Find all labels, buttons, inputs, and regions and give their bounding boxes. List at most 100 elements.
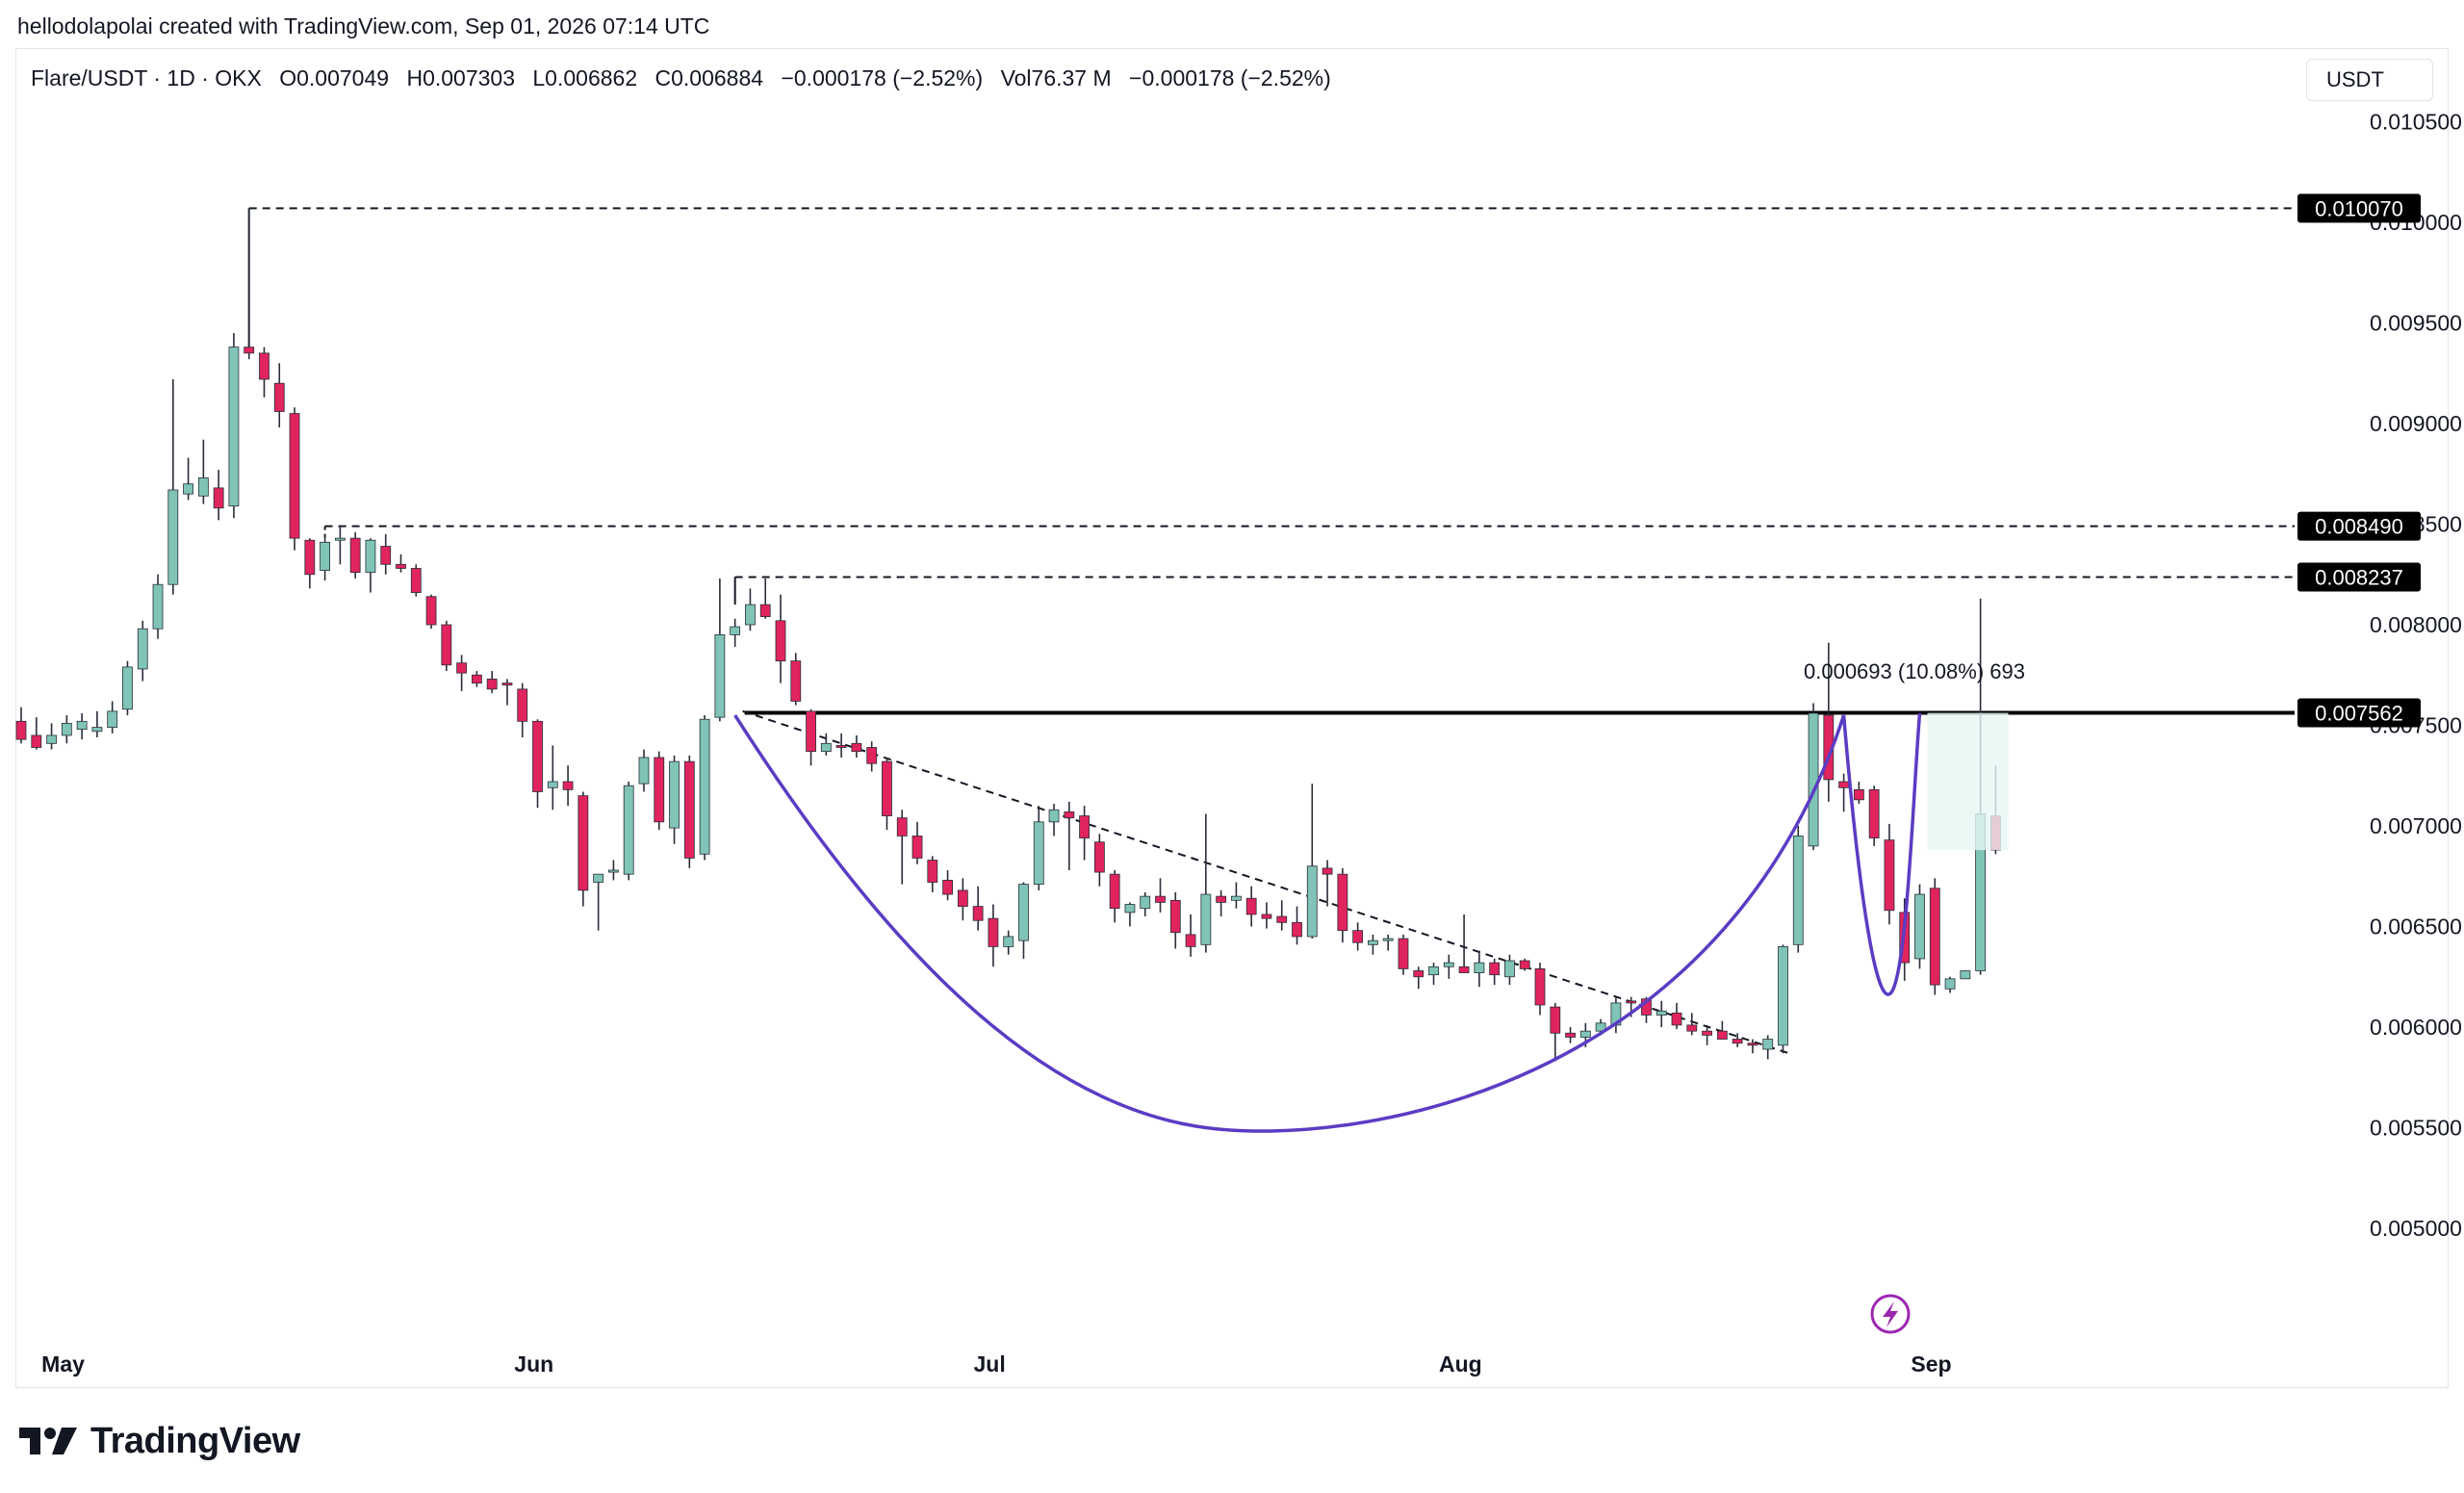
candle[interactable] bbox=[699, 715, 710, 861]
candle[interactable] bbox=[578, 791, 589, 907]
candle[interactable] bbox=[1003, 930, 1014, 955]
candle[interactable] bbox=[608, 860, 619, 881]
candle[interactable] bbox=[1140, 891, 1151, 917]
candle[interactable] bbox=[730, 618, 741, 647]
candle[interactable] bbox=[1185, 914, 1196, 957]
candle[interactable] bbox=[456, 655, 468, 691]
candle[interactable] bbox=[593, 873, 604, 931]
candle[interactable] bbox=[501, 679, 513, 706]
candle[interactable] bbox=[137, 620, 148, 682]
tradingview-logo[interactable]: TradingView bbox=[19, 1419, 300, 1463]
candle[interactable] bbox=[1306, 784, 1318, 940]
candle[interactable] bbox=[1884, 823, 1895, 925]
candle[interactable] bbox=[15, 707, 27, 744]
candle[interactable] bbox=[1322, 860, 1333, 907]
candle[interactable] bbox=[942, 869, 953, 901]
candle[interactable] bbox=[197, 439, 209, 504]
candle[interactable] bbox=[790, 653, 802, 706]
candle[interactable] bbox=[244, 208, 255, 360]
candle[interactable] bbox=[988, 904, 999, 967]
candle[interactable] bbox=[61, 715, 72, 744]
handle-curve[interactable] bbox=[1841, 712, 1922, 996]
candle[interactable] bbox=[228, 332, 240, 519]
candle[interactable] bbox=[806, 708, 816, 766]
candle[interactable] bbox=[320, 533, 331, 581]
candle[interactable] bbox=[820, 733, 832, 756]
candle[interactable] bbox=[1778, 944, 1788, 1054]
candle[interactable] bbox=[745, 588, 756, 631]
candle[interactable] bbox=[46, 723, 57, 750]
candle[interactable] bbox=[1368, 934, 1378, 955]
candle[interactable] bbox=[759, 578, 771, 619]
candle[interactable] bbox=[1124, 902, 1136, 927]
candle[interactable] bbox=[304, 538, 316, 589]
candle[interactable] bbox=[380, 533, 392, 575]
candle[interactable] bbox=[1838, 773, 1849, 812]
candle[interactable] bbox=[167, 379, 179, 595]
candle[interactable] bbox=[532, 719, 543, 809]
candle[interactable] bbox=[213, 470, 224, 521]
candle[interactable] bbox=[654, 751, 665, 831]
candle[interactable] bbox=[911, 821, 923, 864]
candle[interactable] bbox=[638, 749, 650, 792]
candle[interactable] bbox=[1504, 954, 1515, 986]
candle[interactable] bbox=[91, 710, 103, 738]
candle[interactable] bbox=[714, 578, 726, 722]
candle[interactable] bbox=[927, 856, 938, 892]
candle[interactable] bbox=[1048, 804, 1060, 837]
candle[interactable] bbox=[683, 755, 695, 868]
candle[interactable] bbox=[1155, 878, 1166, 913]
candle[interactable] bbox=[972, 886, 984, 931]
candle[interactable] bbox=[1216, 889, 1227, 917]
candle[interactable] bbox=[835, 733, 847, 758]
candle[interactable] bbox=[866, 741, 878, 772]
candle[interactable] bbox=[122, 660, 133, 716]
candle[interactable] bbox=[1671, 1002, 1682, 1030]
candle[interactable] bbox=[349, 531, 361, 579]
candle[interactable] bbox=[1398, 934, 1409, 975]
candle[interactable] bbox=[1565, 1027, 1576, 1043]
lightning-icon[interactable] bbox=[1870, 1294, 1911, 1334]
candle[interactable] bbox=[441, 620, 452, 672]
candle[interactable] bbox=[623, 782, 634, 881]
candle[interactable] bbox=[1732, 1033, 1743, 1047]
candle[interactable] bbox=[1292, 906, 1302, 945]
candle[interactable] bbox=[547, 745, 558, 811]
candle[interactable] bbox=[1944, 976, 1956, 993]
candle[interactable] bbox=[896, 810, 908, 885]
candle[interactable] bbox=[1656, 1000, 1667, 1027]
symbol-label[interactable]: Flare/USDT · 1D · OKX bbox=[31, 65, 262, 90]
candle[interactable] bbox=[1534, 963, 1546, 1016]
candle[interactable] bbox=[517, 682, 528, 738]
candle[interactable] bbox=[289, 407, 300, 551]
candle[interactable] bbox=[1245, 886, 1257, 927]
candle[interactable] bbox=[1853, 782, 1864, 805]
candle[interactable] bbox=[1474, 950, 1485, 988]
candle[interactable] bbox=[1702, 1024, 1712, 1045]
candle[interactable] bbox=[1929, 878, 1940, 995]
candle[interactable] bbox=[1382, 934, 1394, 951]
candle[interactable] bbox=[669, 755, 680, 844]
candle[interactable] bbox=[1914, 884, 1925, 969]
candle[interactable] bbox=[152, 574, 164, 639]
candle[interactable] bbox=[273, 363, 285, 428]
candle[interactable] bbox=[882, 757, 892, 831]
candle[interactable] bbox=[31, 717, 42, 750]
candle[interactable] bbox=[775, 594, 786, 683]
descending-trendline[interactable] bbox=[742, 709, 1789, 1055]
candle[interactable] bbox=[334, 526, 346, 565]
candle[interactable] bbox=[1428, 963, 1439, 986]
candle[interactable] bbox=[1550, 1002, 1561, 1062]
candle[interactable] bbox=[1169, 891, 1181, 949]
candle[interactable] bbox=[1489, 958, 1501, 986]
candle[interactable] bbox=[1443, 954, 1454, 979]
candle[interactable] bbox=[1200, 813, 1212, 953]
candle[interactable] bbox=[1519, 958, 1530, 971]
candle[interactable] bbox=[1716, 1020, 1728, 1040]
candle[interactable] bbox=[957, 878, 968, 921]
candle[interactable] bbox=[1762, 1035, 1774, 1060]
candle[interactable] bbox=[851, 734, 862, 758]
candle[interactable] bbox=[1413, 966, 1424, 990]
candle[interactable] bbox=[1033, 806, 1044, 890]
